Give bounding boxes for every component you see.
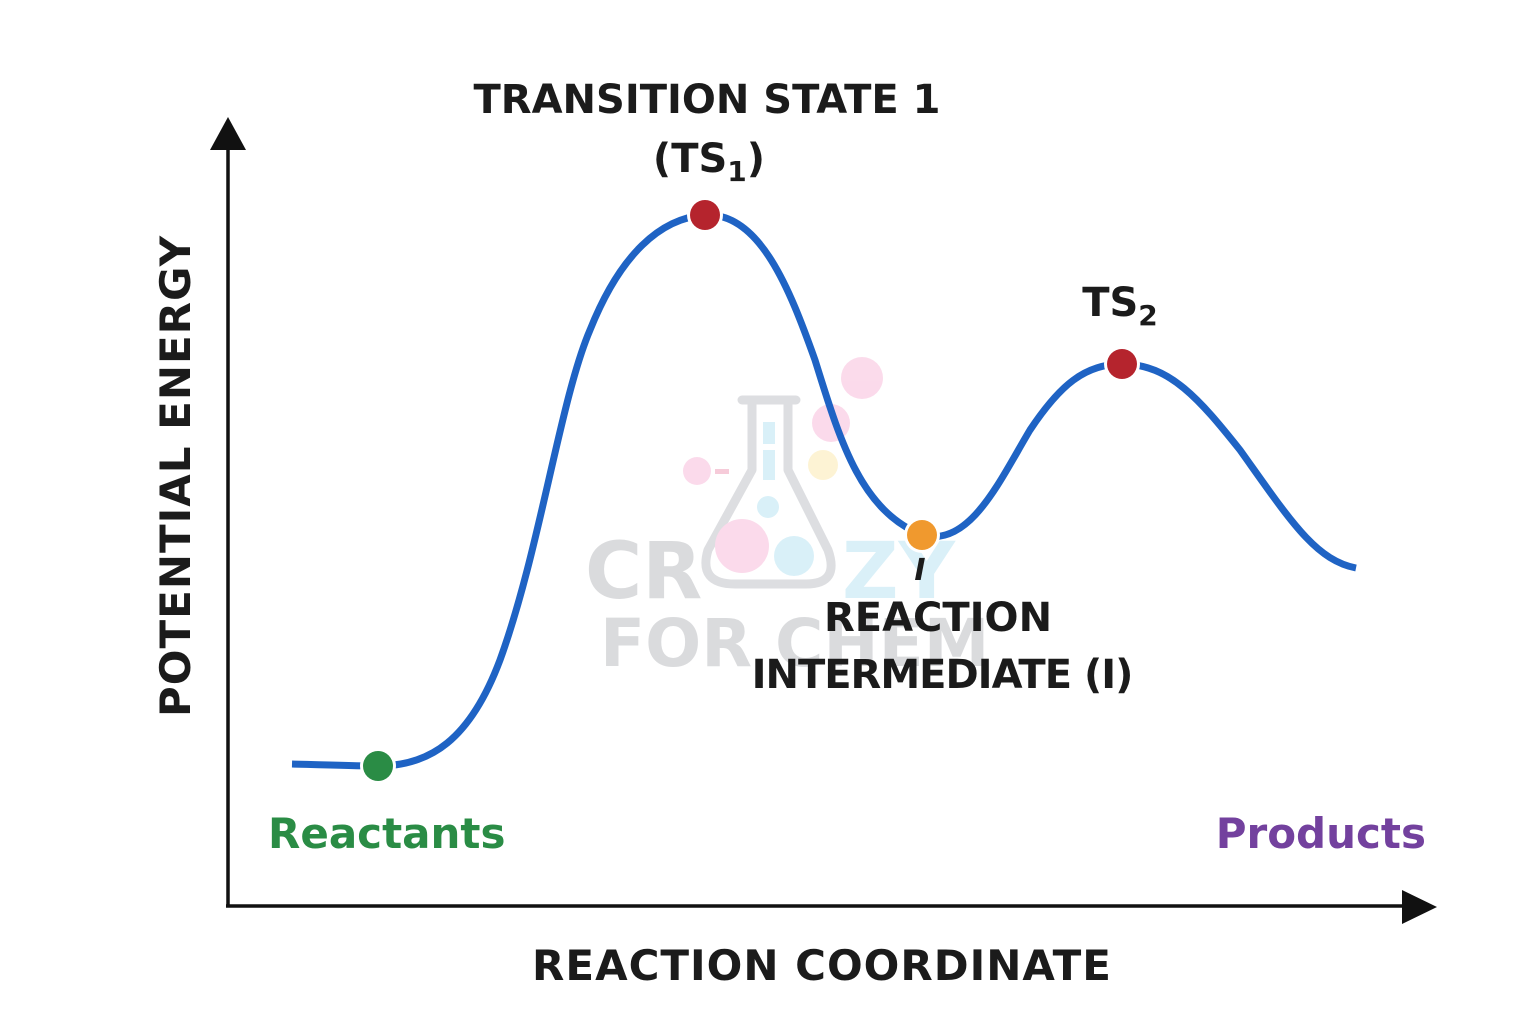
intermediate-label-line2: INTERMEDIATE (I) (752, 652, 1133, 698)
reactants-point (363, 751, 393, 781)
watermark-liquid (763, 422, 775, 444)
reactants-label: Reactants (268, 809, 505, 858)
watermark-text: CR (585, 527, 702, 617)
ts2-point (1107, 349, 1137, 379)
watermark-text: FOR CHEM (600, 605, 989, 682)
y-axis-arrow-icon (210, 117, 246, 150)
watermark-bubble (757, 496, 779, 518)
ts1-label-line2: (TS1) (653, 136, 765, 188)
watermark-bubble (683, 457, 711, 485)
watermark-bubble (841, 357, 883, 399)
intermediate-label-line1: REACTION (824, 595, 1052, 641)
watermark: CR ZY FOR CHEM (585, 357, 989, 682)
intermediate-point (907, 520, 937, 550)
flask-icon (701, 395, 836, 589)
energy-curve (291, 211, 1357, 770)
watermark-bubble (774, 536, 814, 576)
ts1-point (690, 200, 720, 230)
watermark-bubble (808, 450, 838, 480)
y-axis-label: POTENTIAL ENERGY (151, 235, 200, 717)
intermediate-marker-label: I (914, 553, 925, 588)
watermark-dash (715, 469, 729, 474)
axes (210, 117, 1437, 924)
ts2-label: TS2 (1082, 280, 1158, 332)
watermark-liquid (763, 450, 775, 480)
x-axis-label: REACTION COORDINATE (532, 941, 1112, 990)
ts1-label-line1: TRANSITION STATE 1 (474, 77, 941, 123)
watermark-bubble (715, 519, 769, 573)
x-axis-arrow-icon (1402, 890, 1437, 924)
products-label: Products (1216, 809, 1426, 858)
